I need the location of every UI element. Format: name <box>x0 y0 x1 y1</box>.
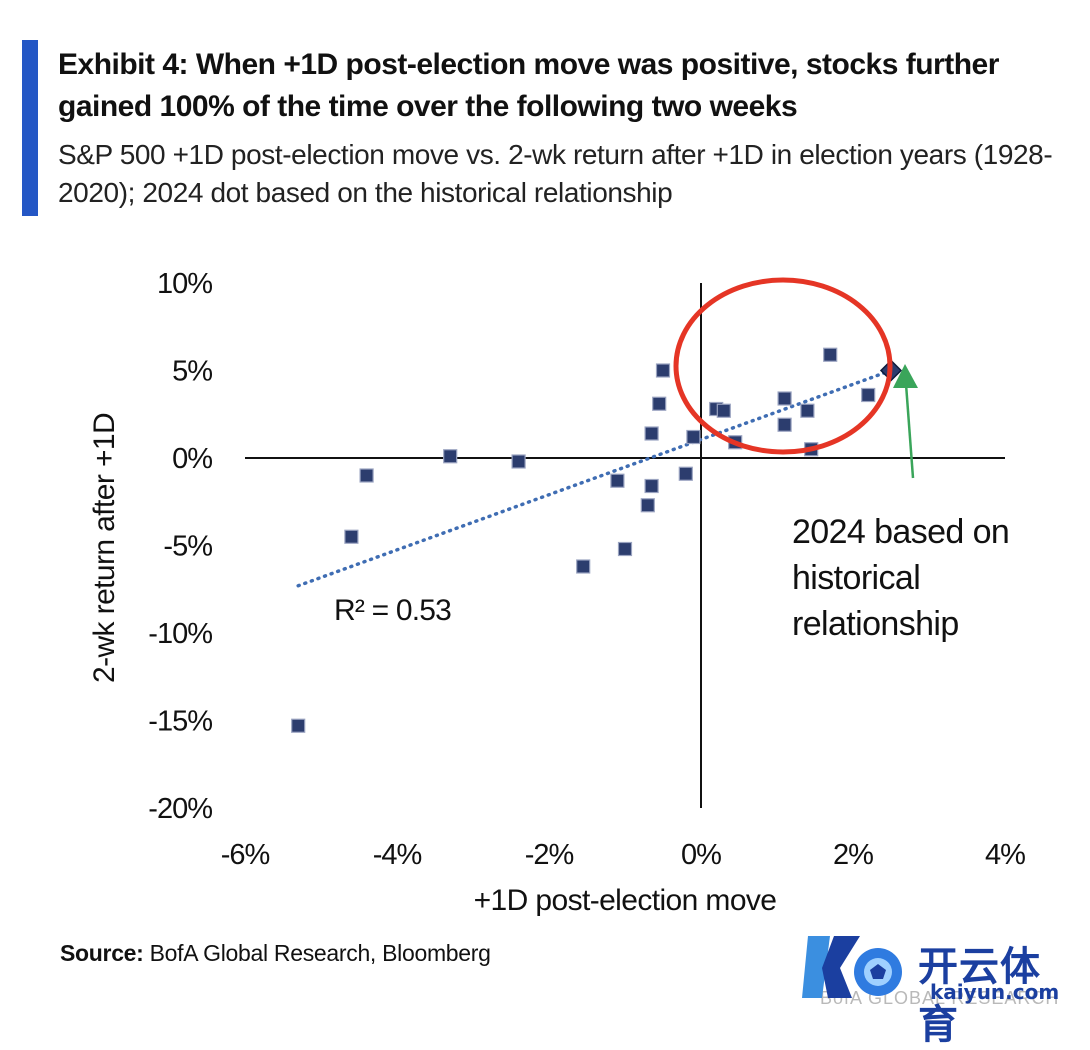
data-point <box>655 363 671 378</box>
x-tick-label: -6% <box>221 839 270 871</box>
y-tick-label: 5% <box>172 356 212 388</box>
data-point <box>359 468 374 483</box>
data-point <box>678 466 693 481</box>
data-point <box>777 391 792 406</box>
callout-text-line: relationship <box>792 605 959 643</box>
chart-subtitle: S&P 500 +1D post-election move vs. 2-wk … <box>58 139 1053 208</box>
y-tick-label: 0% <box>172 443 212 475</box>
data-point <box>344 529 359 544</box>
watermark-brand: 开云体育 <box>918 944 1041 1048</box>
data-points <box>291 347 903 733</box>
watermark: BofA GLOBAL RESEARCH 开云体育 kaiyun.com <box>800 928 1080 1048</box>
annotations: R² = 0.53 2024 based on historical relation… <box>334 277 1010 643</box>
callout-arrow-head <box>893 364 918 388</box>
soccer-ball-logo-icon <box>802 936 902 998</box>
r-squared-label: R² = 0.53 <box>334 594 451 627</box>
y-tick-label: 10% <box>157 268 212 300</box>
y-tick-label: -15% <box>148 706 212 738</box>
data-point <box>652 396 667 411</box>
accent-bar <box>22 40 38 216</box>
data-point <box>617 541 633 557</box>
data-point <box>511 454 526 469</box>
y-axis-label: 2-wk return after +1D <box>88 413 121 683</box>
watermark-site: kaiyun.com <box>930 980 1060 1004</box>
y-tick-label: -20% <box>148 793 212 825</box>
x-tick-label: 2% <box>833 839 873 871</box>
data-point <box>443 449 458 464</box>
data-point <box>686 429 701 445</box>
data-point <box>861 387 876 403</box>
callout-text-line: historical <box>792 559 920 597</box>
trendline <box>296 368 893 588</box>
data-point <box>610 473 625 488</box>
y-tick-label: -5% <box>163 531 212 563</box>
data-point <box>291 718 306 733</box>
x-tick-label: 0% <box>681 839 721 871</box>
axes: 10% 5% 0% -5% -10% -15% -20% -6% -4% -2% 0% 2% 4% +1D… <box>88 268 1026 917</box>
data-point <box>644 478 659 494</box>
x-tick-label: -4% <box>373 839 422 871</box>
data-point <box>800 403 815 418</box>
chart-title: Exhibit 4: When +1D post-election move w… <box>58 48 999 123</box>
x-tick-label: 4% <box>985 839 1025 871</box>
callout-arrow-line <box>904 383 915 479</box>
source-text: BofA Global Research, Bloomberg <box>143 940 491 966</box>
scatter-chart: 10% 5% 0% -5% -10% -15% -20% -6% -4% -2% 0% 2% 4% +1D… <box>88 268 1026 917</box>
data-point <box>644 426 659 441</box>
data-point <box>716 403 731 418</box>
data-point <box>777 417 792 432</box>
y-tick-label: -10% <box>148 618 212 650</box>
callout-text-line: 2024 based on <box>792 513 1009 551</box>
data-point <box>823 347 838 362</box>
highlight-ellipse <box>673 277 893 455</box>
source-label: Source: <box>60 940 144 966</box>
trendline-group <box>296 368 893 588</box>
source-note: Source: BofA Global Research, Bloomberg <box>60 940 491 967</box>
x-tick-label: -2% <box>525 839 574 871</box>
x-axis-label: +1D post-election move <box>474 884 777 917</box>
data-point <box>576 559 591 574</box>
data-point <box>640 498 655 513</box>
